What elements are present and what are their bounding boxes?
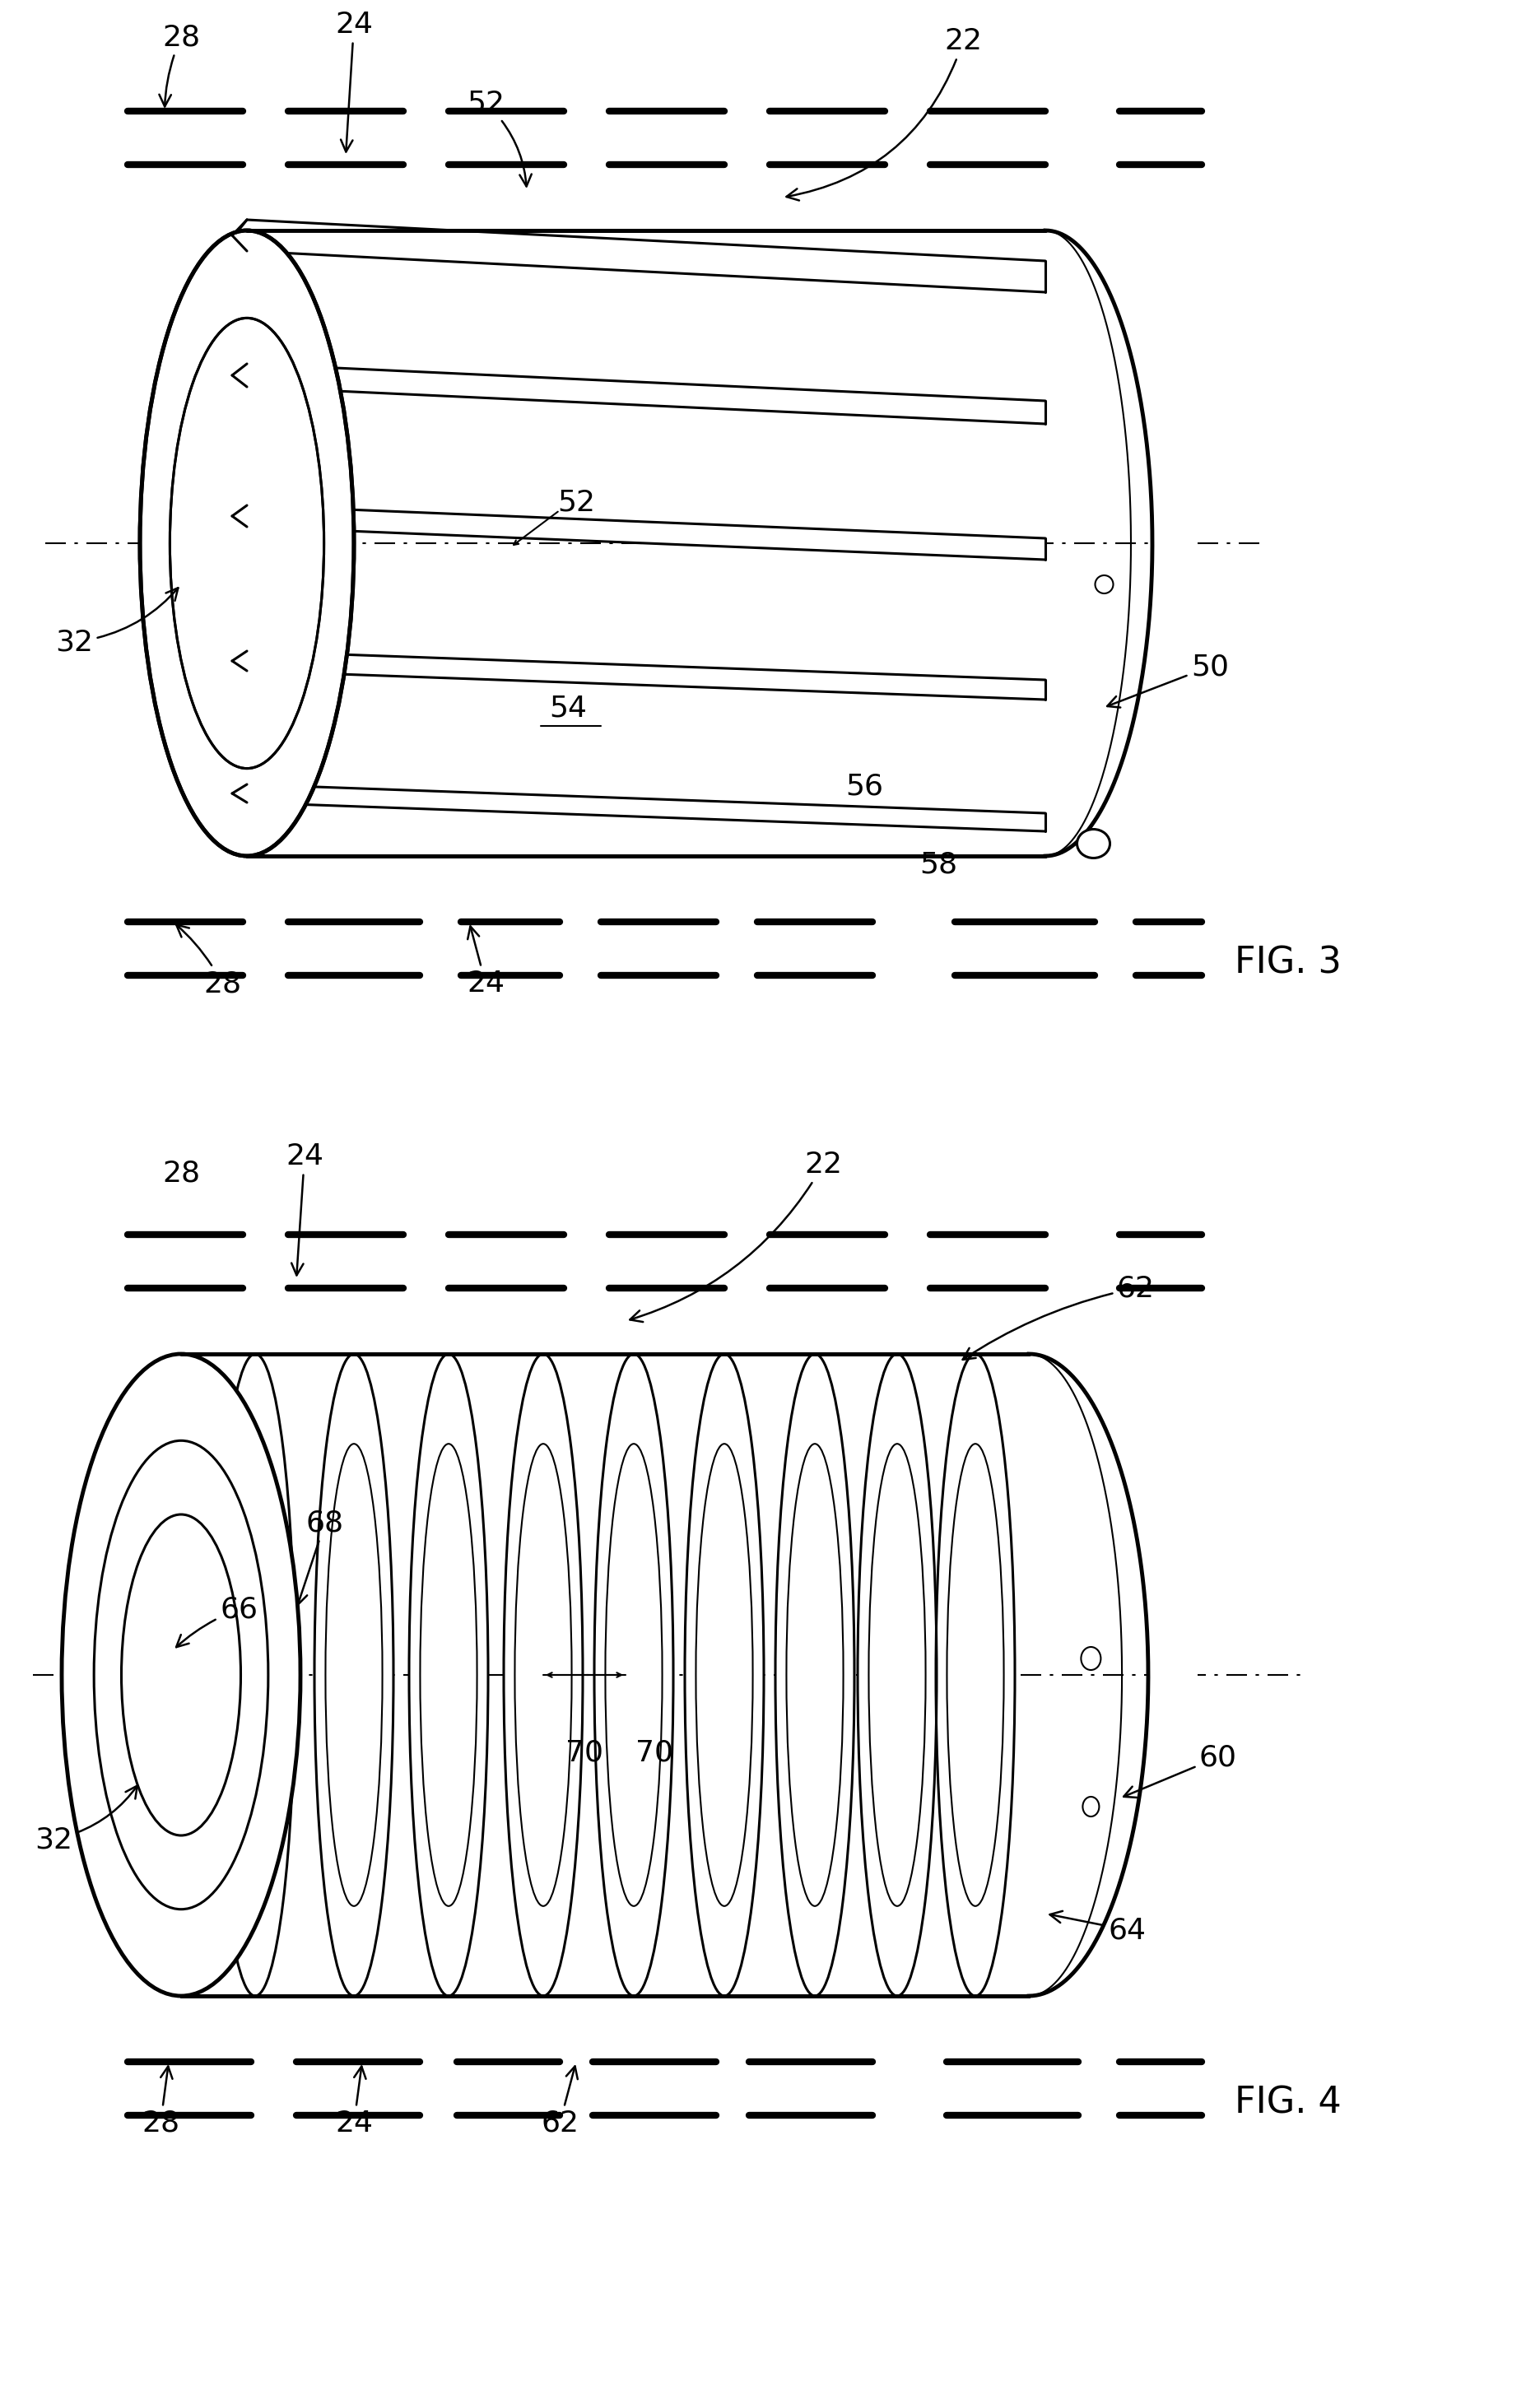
Text: 50: 50 bbox=[1107, 653, 1229, 708]
Text: FIG. 3: FIG. 3 bbox=[1235, 944, 1341, 980]
Polygon shape bbox=[246, 363, 1046, 423]
Text: 58: 58 bbox=[919, 851, 958, 877]
Ellipse shape bbox=[169, 318, 323, 768]
Text: 24: 24 bbox=[336, 10, 373, 151]
Ellipse shape bbox=[1081, 1647, 1101, 1669]
Text: 32: 32 bbox=[55, 588, 179, 655]
Ellipse shape bbox=[122, 1514, 240, 1836]
Text: 60: 60 bbox=[1124, 1743, 1237, 1798]
Polygon shape bbox=[246, 230, 1046, 856]
Text: 24: 24 bbox=[467, 925, 505, 997]
Ellipse shape bbox=[1095, 576, 1113, 593]
Polygon shape bbox=[182, 1353, 1029, 1996]
Ellipse shape bbox=[504, 1353, 582, 1996]
Text: 56: 56 bbox=[845, 772, 882, 801]
Ellipse shape bbox=[314, 1353, 393, 1996]
Ellipse shape bbox=[216, 1353, 294, 1996]
Polygon shape bbox=[246, 784, 1046, 832]
Ellipse shape bbox=[775, 1353, 855, 1996]
Text: 24: 24 bbox=[285, 1143, 323, 1274]
Text: 70: 70 bbox=[636, 1738, 673, 1767]
Text: 54: 54 bbox=[548, 693, 587, 722]
Text: 70: 70 bbox=[565, 1738, 604, 1767]
Polygon shape bbox=[246, 650, 1046, 701]
Ellipse shape bbox=[1076, 830, 1110, 858]
Ellipse shape bbox=[858, 1353, 936, 1996]
Text: 52: 52 bbox=[467, 88, 531, 186]
Polygon shape bbox=[1046, 230, 1194, 856]
Ellipse shape bbox=[94, 1442, 268, 1910]
Ellipse shape bbox=[1083, 1796, 1100, 1817]
Text: 62: 62 bbox=[962, 1274, 1155, 1360]
Text: 28: 28 bbox=[142, 2066, 180, 2138]
Polygon shape bbox=[1029, 1353, 1198, 1996]
Text: 68: 68 bbox=[296, 1509, 343, 1604]
Text: 28: 28 bbox=[159, 24, 200, 108]
Text: 28: 28 bbox=[177, 925, 242, 997]
Text: FIG. 4: FIG. 4 bbox=[1235, 2085, 1341, 2121]
Ellipse shape bbox=[685, 1353, 764, 1996]
Text: 52: 52 bbox=[557, 488, 594, 516]
Text: 64: 64 bbox=[1050, 1910, 1147, 1944]
Text: 24: 24 bbox=[336, 2066, 373, 2138]
Ellipse shape bbox=[140, 230, 354, 856]
Polygon shape bbox=[246, 220, 1046, 292]
Text: 28: 28 bbox=[162, 1160, 200, 1186]
Text: 22: 22 bbox=[630, 1150, 842, 1322]
Text: 62: 62 bbox=[541, 2066, 579, 2138]
Text: 22: 22 bbox=[787, 26, 983, 201]
Ellipse shape bbox=[410, 1353, 488, 1996]
Text: 32: 32 bbox=[34, 1786, 137, 1853]
Ellipse shape bbox=[936, 1353, 1015, 1996]
Text: 66: 66 bbox=[176, 1595, 257, 1647]
Ellipse shape bbox=[62, 1353, 300, 1996]
Ellipse shape bbox=[594, 1353, 673, 1996]
Polygon shape bbox=[246, 505, 1046, 559]
